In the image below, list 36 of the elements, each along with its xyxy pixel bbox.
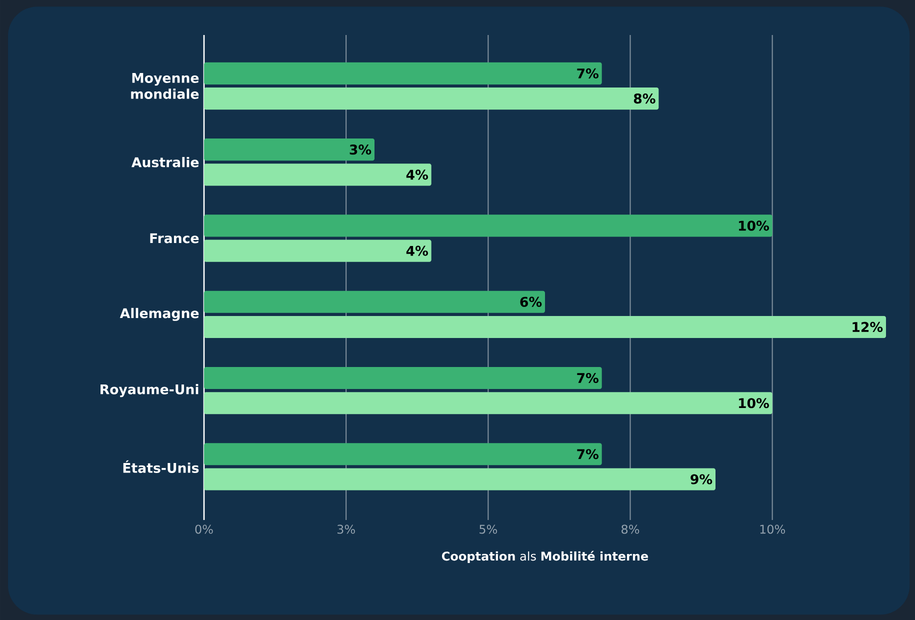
data-label: 8% bbox=[634, 94, 656, 104]
x-tick-label: 0% bbox=[195, 524, 213, 534]
data-label: 10% bbox=[738, 220, 769, 231]
bar bbox=[204, 443, 602, 466]
y-tick-label: Moyenne mondiale bbox=[131, 73, 199, 99]
bar bbox=[204, 366, 602, 390]
bar bbox=[204, 290, 545, 313]
x-axis-title: Cooptation als Mobilité interne bbox=[442, 550, 648, 564]
bar bbox=[204, 62, 602, 84]
bar bbox=[204, 214, 772, 237]
data-label: 7% bbox=[577, 449, 598, 460]
data-label: 12% bbox=[852, 322, 883, 332]
data-label: 3% bbox=[350, 144, 372, 155]
bar bbox=[204, 88, 659, 110]
data-label: 4% bbox=[406, 170, 428, 180]
data-label: 6% bbox=[520, 296, 542, 307]
y-tick-label: Australie bbox=[131, 156, 199, 168]
y-tick-label: États-Unis bbox=[123, 460, 199, 473]
bar bbox=[204, 468, 716, 490]
data-label: 9% bbox=[690, 474, 712, 484]
bar bbox=[204, 392, 772, 414]
bar bbox=[204, 164, 432, 186]
data-label: 7% bbox=[577, 372, 598, 384]
x-tick-label: 5% bbox=[480, 524, 498, 534]
x-tick-label: 8% bbox=[622, 524, 640, 534]
data-label: 7% bbox=[577, 68, 598, 78]
bar bbox=[204, 138, 374, 161]
x-tick-label: 3% bbox=[337, 524, 355, 534]
data-label: 4% bbox=[406, 246, 428, 256]
bar bbox=[204, 240, 432, 262]
x-tick-label: 10% bbox=[760, 524, 786, 534]
y-tick-label: Royaume-Uni bbox=[100, 384, 198, 398]
y-tick-label: France bbox=[150, 233, 199, 244]
data-label: 10% bbox=[738, 398, 769, 408]
y-tick-label: Allemagne bbox=[120, 308, 199, 321]
bar bbox=[204, 316, 886, 338]
